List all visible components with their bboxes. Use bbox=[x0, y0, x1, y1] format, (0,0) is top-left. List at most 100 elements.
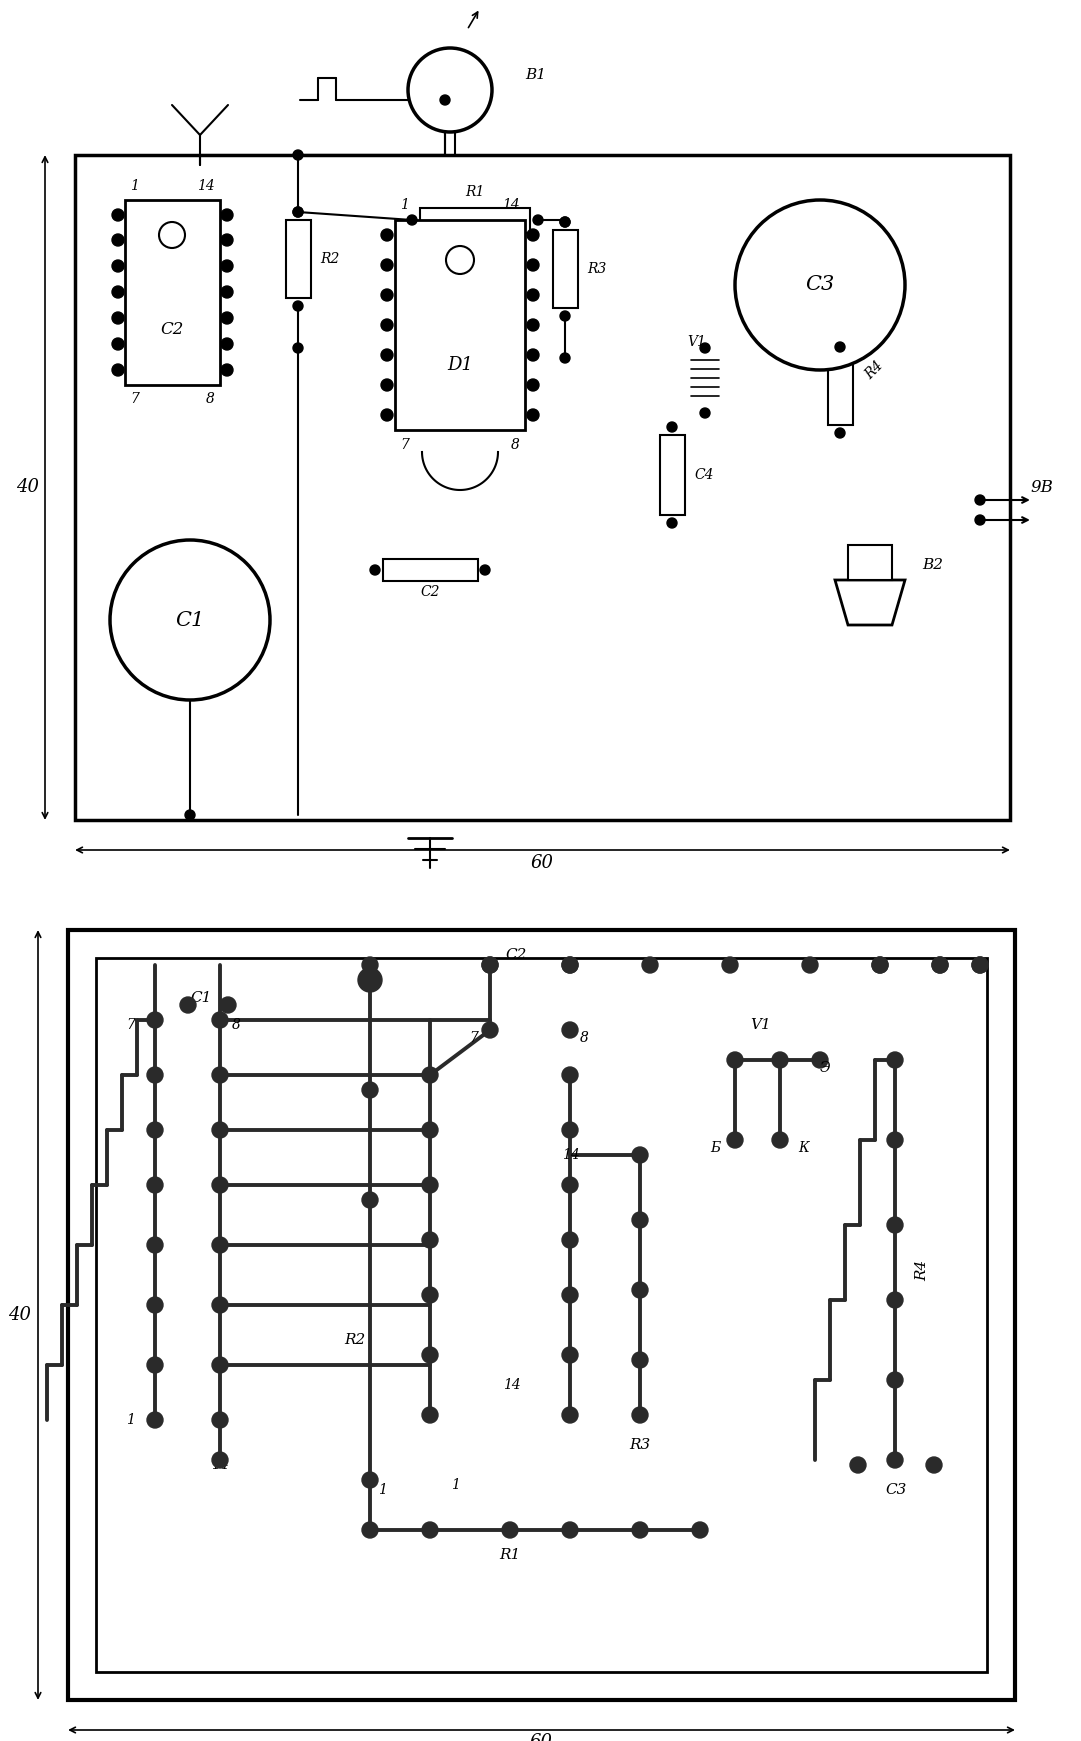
Circle shape bbox=[112, 338, 124, 350]
Circle shape bbox=[381, 409, 393, 421]
Circle shape bbox=[212, 1356, 228, 1374]
Circle shape bbox=[147, 1177, 163, 1193]
Text: R1: R1 bbox=[499, 1548, 521, 1562]
Text: R3: R3 bbox=[587, 261, 606, 277]
Circle shape bbox=[482, 958, 498, 973]
Circle shape bbox=[533, 214, 543, 225]
Text: 1: 1 bbox=[130, 179, 138, 193]
Circle shape bbox=[562, 1348, 578, 1363]
Circle shape bbox=[293, 207, 303, 218]
Circle shape bbox=[381, 230, 393, 240]
Circle shape bbox=[562, 1287, 578, 1302]
Circle shape bbox=[446, 245, 473, 273]
Text: C1: C1 bbox=[175, 611, 204, 630]
Bar bbox=[848, 545, 892, 580]
Circle shape bbox=[293, 301, 303, 312]
Text: V1: V1 bbox=[688, 334, 706, 348]
Text: 8: 8 bbox=[511, 439, 520, 453]
Bar bbox=[75, 155, 1010, 820]
Circle shape bbox=[888, 1132, 903, 1147]
Circle shape bbox=[560, 218, 570, 226]
Circle shape bbox=[667, 519, 677, 528]
Text: 7: 7 bbox=[126, 1018, 135, 1032]
Circle shape bbox=[562, 958, 578, 973]
Text: C4: C4 bbox=[694, 468, 713, 482]
Circle shape bbox=[381, 319, 393, 331]
Circle shape bbox=[728, 1052, 743, 1067]
Circle shape bbox=[700, 407, 710, 418]
Circle shape bbox=[926, 1457, 942, 1473]
Circle shape bbox=[422, 1407, 438, 1422]
Circle shape bbox=[528, 348, 539, 360]
Circle shape bbox=[147, 1012, 163, 1027]
Circle shape bbox=[692, 1522, 708, 1537]
Bar bbox=[125, 200, 221, 385]
Circle shape bbox=[562, 958, 578, 973]
Circle shape bbox=[632, 1147, 648, 1163]
Circle shape bbox=[562, 1407, 578, 1422]
Text: 8: 8 bbox=[206, 392, 215, 406]
Text: C2: C2 bbox=[160, 322, 184, 338]
Circle shape bbox=[112, 312, 124, 324]
Circle shape bbox=[221, 312, 233, 324]
Circle shape bbox=[700, 343, 710, 353]
Circle shape bbox=[362, 1081, 378, 1099]
Bar bbox=[828, 355, 853, 425]
Circle shape bbox=[562, 1233, 578, 1248]
Text: B2: B2 bbox=[922, 559, 943, 573]
Circle shape bbox=[370, 566, 381, 575]
Text: 7: 7 bbox=[400, 439, 409, 453]
Text: 7: 7 bbox=[469, 1031, 478, 1045]
Circle shape bbox=[408, 214, 417, 225]
Circle shape bbox=[112, 233, 124, 245]
Circle shape bbox=[888, 1452, 903, 1468]
Circle shape bbox=[835, 341, 845, 352]
Circle shape bbox=[221, 259, 233, 272]
Circle shape bbox=[147, 1121, 163, 1139]
Circle shape bbox=[440, 96, 450, 104]
Circle shape bbox=[293, 207, 303, 218]
Circle shape bbox=[667, 421, 677, 432]
Circle shape bbox=[381, 259, 393, 272]
Circle shape bbox=[422, 1348, 438, 1363]
Circle shape bbox=[528, 289, 539, 301]
Circle shape bbox=[528, 230, 539, 240]
Circle shape bbox=[110, 540, 270, 700]
Text: R2: R2 bbox=[320, 252, 339, 266]
Circle shape bbox=[381, 348, 393, 360]
Circle shape bbox=[358, 968, 382, 992]
Circle shape bbox=[422, 1121, 438, 1139]
Circle shape bbox=[932, 958, 948, 973]
Circle shape bbox=[562, 1022, 578, 1038]
Circle shape bbox=[362, 1522, 378, 1537]
Circle shape bbox=[932, 958, 948, 973]
Circle shape bbox=[735, 200, 905, 371]
Text: 1: 1 bbox=[400, 198, 409, 212]
Text: К: К bbox=[798, 1140, 809, 1154]
Circle shape bbox=[480, 566, 490, 575]
Text: 40: 40 bbox=[16, 479, 40, 496]
Bar bbox=[395, 219, 525, 430]
Circle shape bbox=[147, 1412, 163, 1428]
Circle shape bbox=[422, 1177, 438, 1193]
Circle shape bbox=[221, 233, 233, 245]
Circle shape bbox=[562, 1177, 578, 1193]
Circle shape bbox=[528, 409, 539, 421]
Circle shape bbox=[972, 958, 988, 973]
Circle shape bbox=[888, 1217, 903, 1233]
Circle shape bbox=[212, 1452, 228, 1468]
Circle shape bbox=[872, 958, 888, 973]
Circle shape bbox=[722, 958, 738, 973]
Circle shape bbox=[772, 1132, 788, 1147]
Circle shape bbox=[212, 1121, 228, 1139]
Circle shape bbox=[975, 515, 985, 526]
Circle shape bbox=[560, 312, 570, 320]
Text: R2: R2 bbox=[344, 1334, 365, 1348]
Circle shape bbox=[632, 1212, 648, 1227]
Text: R1: R1 bbox=[465, 185, 484, 198]
Text: C3: C3 bbox=[885, 1483, 907, 1497]
Circle shape bbox=[422, 1067, 438, 1083]
Circle shape bbox=[632, 1522, 648, 1537]
Circle shape bbox=[221, 998, 236, 1013]
Circle shape bbox=[112, 286, 124, 298]
